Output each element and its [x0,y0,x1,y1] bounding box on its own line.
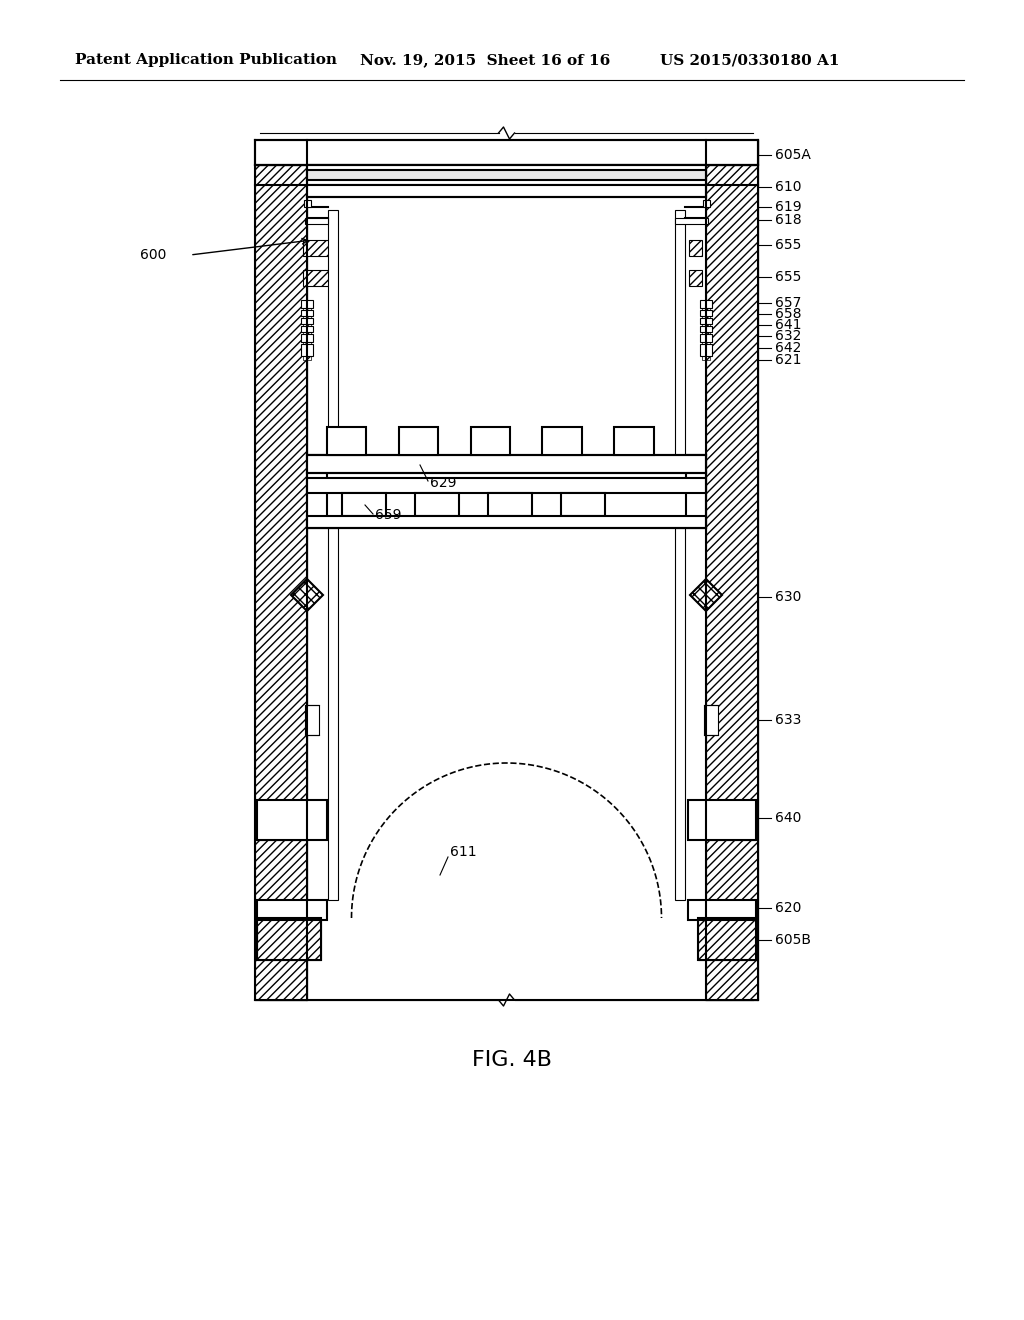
Bar [301,326,313,333]
Bar [305,218,328,224]
Bar [301,310,313,315]
Bar [257,800,327,840]
Text: 641: 641 [775,318,802,333]
Bar [688,900,756,920]
Text: 611: 611 [450,845,476,859]
Bar [303,201,310,207]
Polygon shape [291,579,323,611]
Text: 633: 633 [775,713,802,727]
Text: 620: 620 [775,902,802,915]
Bar [329,240,684,256]
Text: 657: 657 [775,296,802,310]
Text: 621: 621 [775,352,802,367]
Text: 605A: 605A [775,148,811,162]
Bar [686,455,706,528]
Bar [488,492,532,516]
Text: 605B: 605B [775,933,811,946]
Bar [303,271,332,286]
Text: 642: 642 [775,341,802,355]
Bar [303,300,311,360]
Text: 630: 630 [775,590,802,605]
Bar [675,210,685,455]
Bar [415,492,459,516]
Bar [307,516,706,528]
Bar [700,318,712,323]
Polygon shape [690,579,722,611]
Text: 655: 655 [775,271,802,284]
Bar [257,800,307,840]
Text: 610: 610 [775,180,802,194]
Text: US 2015/0330180 A1: US 2015/0330180 A1 [660,53,840,67]
Text: 600: 600 [140,248,166,261]
Bar [706,140,758,165]
Bar [255,140,758,165]
Text: Nov. 19, 2015  Sheet 16 of 16: Nov. 19, 2015 Sheet 16 of 16 [360,53,610,67]
Bar [301,300,313,308]
Text: 655: 655 [775,238,802,252]
Bar [307,170,706,180]
Bar [307,455,706,473]
Bar [255,140,307,1001]
Text: 619: 619 [775,201,802,214]
Bar [706,140,758,1001]
Bar [698,917,756,960]
Bar [398,426,438,455]
Text: 632: 632 [775,329,802,343]
Bar [689,271,702,286]
Text: Patent Application Publication: Patent Application Publication [75,53,337,67]
Bar [327,426,367,455]
Bar [255,140,307,1001]
Text: 629: 629 [430,477,457,490]
Bar [700,334,712,342]
Bar [706,140,758,1001]
Bar [561,492,605,516]
Bar [255,140,307,1001]
Bar [700,300,712,308]
Text: FIG. 4B: FIG. 4B [472,1049,552,1071]
Bar [688,800,756,840]
Bar [328,210,338,455]
Text: 658: 658 [775,308,802,321]
Bar [255,140,307,165]
Bar [328,528,338,900]
Bar [614,426,653,455]
Bar [705,705,718,735]
Bar [675,528,685,900]
Bar [706,140,758,1001]
Bar [301,345,313,356]
Text: 640: 640 [775,810,802,825]
Bar [301,334,313,342]
Bar [329,271,684,286]
Bar [543,426,582,455]
Bar [700,345,712,356]
Bar [689,240,702,256]
Bar [700,310,712,315]
Bar [257,917,321,960]
Bar [307,455,327,528]
Bar [257,917,321,960]
Bar [307,478,706,492]
Bar [307,165,706,185]
Bar [702,201,710,207]
Bar [675,218,708,224]
Bar [301,318,313,323]
Bar [702,300,710,360]
Bar [307,185,706,197]
Bar [257,900,327,920]
Text: 659: 659 [375,508,401,521]
Bar [342,492,386,516]
Bar [708,800,756,840]
Bar [303,240,332,256]
Bar [700,326,712,333]
Bar [305,705,319,735]
Bar [471,426,510,455]
Bar [698,917,756,960]
Text: 618: 618 [775,213,802,227]
